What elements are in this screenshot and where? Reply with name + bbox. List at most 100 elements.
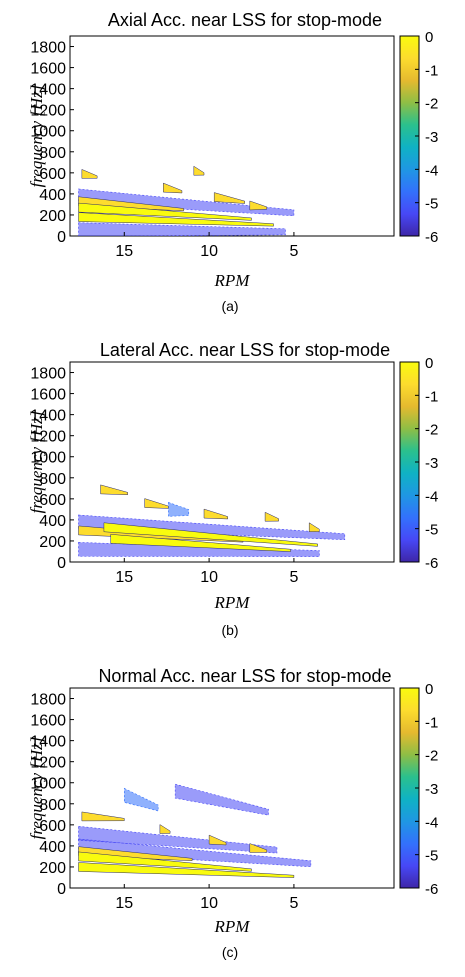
- colorbar-tick-label: -1: [425, 62, 438, 79]
- y-tick-label: 1800: [30, 692, 66, 709]
- figure-panel-a: Axial Acc. near LSS for stop-mode 0 200 40…: [0, 0, 465, 324]
- x-axis: 15 10 5: [115, 884, 298, 912]
- y-tick-label: 600: [39, 492, 66, 509]
- ridge-high-band: [249, 843, 268, 853]
- plot-title: Normal Acc. near LSS for stop-mode: [98, 666, 391, 686]
- x-tick-label: 5: [289, 895, 298, 912]
- y-tick-label: 1200: [30, 103, 66, 120]
- ridge-high-band: [144, 498, 169, 509]
- ridge-high-band: [264, 511, 279, 522]
- ridge-high-band: [193, 165, 205, 176]
- plot-title: Axial Acc. near LSS for stop-mode: [108, 10, 382, 30]
- y-tick-label: 800: [39, 145, 66, 162]
- y-axis: 0 200 400 600 800 1000 1200 1400 1600 1800: [30, 692, 74, 898]
- panel-caption: (a): [221, 298, 238, 314]
- ridge-high-band: [78, 862, 295, 878]
- x-tick-label: 15: [115, 243, 133, 260]
- panel-caption: (b): [221, 622, 238, 638]
- y-tick-label: 1400: [30, 82, 66, 99]
- y-tick-label: 200: [39, 860, 66, 877]
- panel-caption: (c): [222, 944, 238, 960]
- y-tick-label: 0: [57, 555, 66, 572]
- y-tick-label: 1800: [30, 366, 66, 383]
- colorbar-tick-label: -6: [425, 555, 438, 572]
- y-tick-label: 1200: [30, 755, 66, 772]
- x-axis-label: RPM: [214, 917, 251, 936]
- y-tick-label: 1600: [30, 61, 66, 78]
- colorbar-tick-label: -1: [425, 388, 438, 405]
- ridge-high-band: [163, 182, 183, 194]
- y-tick-label: 1400: [30, 734, 66, 751]
- y-axis-label: frequency [Hz]: [27, 411, 46, 514]
- data-layer: [78, 783, 312, 878]
- ridge-high-band: [103, 522, 318, 547]
- y-tick-label: 800: [39, 797, 66, 814]
- ridge-high-band: [100, 484, 128, 496]
- ridge-high-band: [208, 834, 227, 846]
- y-axis-label: frequency [Hz]: [27, 737, 46, 840]
- y-tick-label: 400: [39, 513, 66, 530]
- y-tick-label: 1600: [30, 713, 66, 730]
- colorbar-tick-label: -1: [425, 714, 438, 731]
- ridge-low-band: [123, 787, 159, 812]
- ridge-low-band: [168, 501, 190, 517]
- y-tick-label: 200: [39, 534, 66, 551]
- y-tick-label: 1200: [30, 429, 66, 446]
- colorbar-tick-label: -4: [425, 814, 438, 831]
- colorbar-tick-label: -5: [425, 848, 438, 865]
- figure-panel-c: Normal Acc. near LSS for stop-mode 0 200 4…: [0, 648, 465, 972]
- ridge-low-band: [78, 514, 346, 541]
- colorbar-tick-label: -2: [425, 748, 438, 765]
- x-tick-label: 5: [289, 569, 298, 586]
- colorbar-tick-label: -3: [425, 781, 438, 798]
- ridge-low-band: [174, 783, 269, 816]
- spectrogram-c: Normal Acc. near LSS for stop-mode 0 200 4…: [27, 666, 438, 960]
- y-tick-label: 1800: [30, 40, 66, 57]
- ridge-low-band: [78, 222, 286, 236]
- plot-title: Lateral Acc. near LSS for stop-mode: [100, 340, 390, 360]
- ridge-high-band: [308, 522, 320, 533]
- colorbar-tick-label: 0: [425, 29, 433, 46]
- y-tick-label: 1400: [30, 408, 66, 425]
- y-tick-label: 1600: [30, 387, 66, 404]
- data-layer: [78, 165, 295, 236]
- y-axis-label: frequency [Hz]: [27, 85, 46, 188]
- ridge-high-band: [110, 534, 291, 552]
- ridge-high-band: [159, 824, 171, 834]
- y-tick-label: 400: [39, 187, 66, 204]
- ridge-high-band: [203, 508, 229, 520]
- y-tick-label: 200: [39, 208, 66, 225]
- y-tick-label: 600: [39, 166, 66, 183]
- x-tick-label: 5: [289, 243, 298, 260]
- colorbar-tick-label: -6: [425, 229, 438, 246]
- ridge-high-band: [81, 811, 125, 822]
- spectrogram-a: Axial Acc. near LSS for stop-mode 0 200 40…: [27, 10, 438, 314]
- colorbar-tick-label: -3: [425, 455, 438, 472]
- x-tick-label: 15: [115, 569, 133, 586]
- ridge-high-band: [78, 851, 252, 872]
- ridge-high-band: [81, 169, 98, 179]
- y-tick-label: 800: [39, 471, 66, 488]
- x-tick-label: 10: [200, 569, 218, 586]
- colorbar-tick-label: -4: [425, 162, 438, 179]
- colorbar-tick-label: -4: [425, 488, 438, 505]
- colorbar-ticks: 0 -1 -2 -3 -4 -5 -6: [415, 681, 438, 898]
- y-tick-label: 0: [57, 881, 66, 898]
- ridge-high-band: [249, 200, 268, 211]
- y-tick-label: 1000: [30, 124, 66, 141]
- x-axis: 15 10 5: [115, 232, 298, 260]
- y-tick-label: 0: [57, 229, 66, 246]
- colorbar-ticks: 0 -1 -2 -3 -4 -5 -6: [415, 355, 438, 572]
- ridge-high-band: [78, 196, 184, 212]
- x-axis-label: RPM: [214, 593, 251, 612]
- ridge-high-band: [78, 212, 274, 227]
- y-tick-label: 1000: [30, 450, 66, 467]
- x-tick-label: 10: [200, 895, 218, 912]
- ridge-low-band: [78, 188, 295, 217]
- colorbar-tick-label: -5: [425, 522, 438, 539]
- y-axis: 0 200 400 600 800 1000 1200 1400 1600 1800: [30, 40, 74, 246]
- colorbar-tick-label: -5: [425, 196, 438, 213]
- colorbar-tick-label: -3: [425, 129, 438, 146]
- colorbar-tick-label: 0: [425, 681, 433, 698]
- figure-panel-b: Lateral Acc. near LSS for stop-mode 0 200…: [0, 324, 465, 648]
